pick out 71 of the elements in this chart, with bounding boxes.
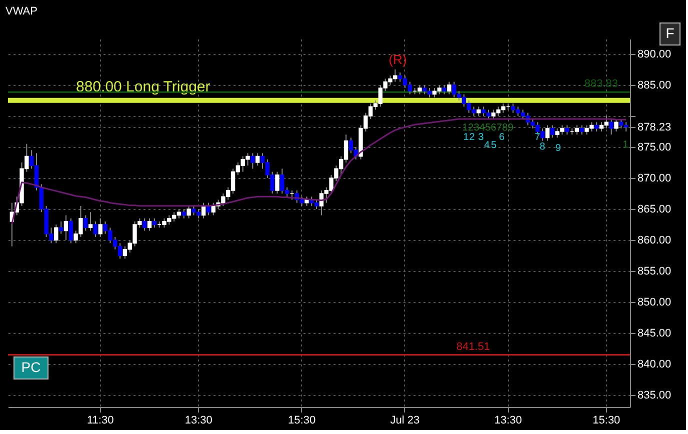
candlestick	[68, 218, 73, 244]
y-tick-label: 840.00	[638, 358, 672, 371]
annotation: 1	[462, 122, 468, 134]
x-tick-label: 11:30	[87, 414, 114, 426]
y-tick-label: 875.00	[638, 141, 672, 154]
annotation: 3	[474, 122, 480, 134]
candlestick	[250, 152, 255, 170]
y-tick-label: 870.00	[638, 172, 672, 185]
candlestick	[255, 152, 260, 166]
text: F	[666, 25, 674, 41]
x-tick-label: 13:30	[184, 414, 212, 426]
annotation: 1	[463, 132, 470, 144]
annotation: 1	[622, 139, 629, 150]
annotation: 4	[479, 122, 486, 134]
candlestick	[580, 124, 584, 136]
candlestick	[98, 218, 102, 238]
candlestick	[152, 218, 157, 228]
x-tick-label: 13:30	[494, 414, 522, 426]
y-tick-label: 878.23	[638, 121, 672, 134]
annotation: 5	[485, 122, 492, 134]
candlestick	[182, 208, 186, 219]
candlestick	[275, 171, 280, 194]
candlestick	[594, 122, 599, 132]
candlestick	[565, 124, 570, 136]
candlestick	[609, 118, 614, 136]
y-tick-label: 855.00	[638, 266, 672, 278]
candlestick	[186, 205, 191, 219]
annotation: 9	[555, 143, 562, 154]
candlestick	[84, 214, 88, 232]
annotation: 3	[478, 132, 484, 144]
annotation: PC	[21, 359, 41, 375]
annotation: 4	[484, 140, 490, 152]
annotation: (R)	[388, 52, 407, 68]
candlestick	[447, 81, 452, 95]
y-tick-label: 845.00	[638, 328, 672, 340]
y-tick-label: 835.00	[638, 390, 672, 402]
candlestick	[550, 124, 554, 138]
annotation: 7	[534, 132, 541, 144]
candlestick	[142, 218, 147, 232]
candlestick	[88, 212, 93, 232]
annotation: 8	[540, 141, 546, 152]
candlestick	[64, 214, 68, 241]
annotation: 5	[491, 140, 498, 152]
candlestick	[54, 224, 58, 244]
x-tick-label: 15:30	[592, 414, 620, 426]
annotation: 6	[498, 132, 505, 144]
annotation: 9	[508, 122, 514, 134]
ref-line-label: 841.51	[456, 340, 490, 353]
ref-line-label: 883.83	[584, 78, 618, 90]
x-tick-label: Jul 23	[390, 414, 420, 426]
y-tick-label: 885.00	[638, 79, 672, 92]
y-tick-label: 865.00	[638, 204, 672, 216]
annotation: 7	[496, 122, 502, 134]
candlestick	[442, 84, 446, 95]
y-tick-label: 860.00	[638, 234, 672, 247]
y-tick-label: 890.00	[638, 48, 672, 60]
candlestick	[545, 124, 550, 142]
candlestick	[574, 124, 580, 136]
candlestick	[93, 220, 98, 238]
y-tick-label: 850.00	[638, 296, 672, 309]
x-tick-label: 15:30	[288, 414, 316, 426]
candlestick	[147, 218, 152, 232]
candlestick	[304, 196, 309, 206]
annotation: 2	[468, 122, 474, 134]
annotation: 2	[469, 132, 476, 144]
ref-line-label: 880.00 Long Trigger	[76, 78, 210, 96]
candlestick	[476, 106, 481, 116]
annotation: 8	[502, 122, 508, 134]
chart-title: VWAP	[6, 6, 38, 18]
annotation: 6	[490, 122, 497, 134]
candlestick	[614, 118, 618, 132]
